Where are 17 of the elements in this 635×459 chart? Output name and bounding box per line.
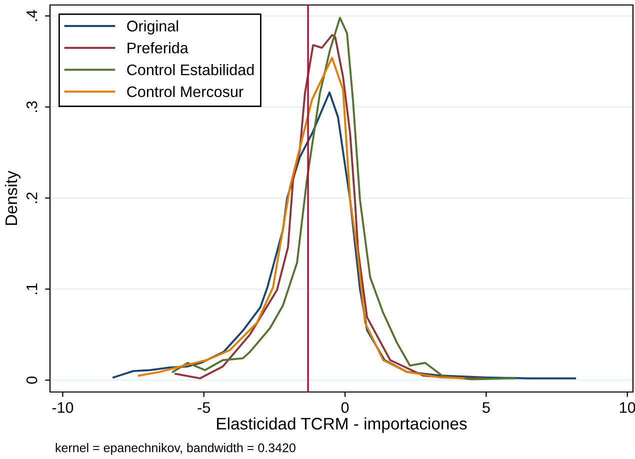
legend-label: Control Mercosur (127, 86, 244, 98)
y-tick-label: .4 (26, 10, 38, 21)
legend-label: Original (127, 20, 178, 35)
y-tick-label: .3 (26, 101, 38, 112)
x-tick-label: -5 (198, 402, 210, 413)
legend-label: Preferida (128, 42, 188, 54)
y-axis-title: Density (4, 170, 20, 225)
x-axis-title: Elasticidad TCRM - importaciones (217, 417, 467, 433)
text: kernel = epanechnikov, bandwidth = 0.3420 (56, 443, 296, 455)
x-tick-label: 0 (341, 402, 349, 413)
x-tick-label: 10 (620, 402, 635, 413)
x-tick-label: 5 (482, 402, 490, 413)
y-tick-label: .2 (26, 192, 38, 204)
y-tick-label: 0 (26, 376, 38, 384)
legend-label: Control Estabilidad (127, 64, 254, 76)
y-tick-label: .1 (26, 283, 38, 294)
x-tick-label: -10 (52, 402, 74, 413)
